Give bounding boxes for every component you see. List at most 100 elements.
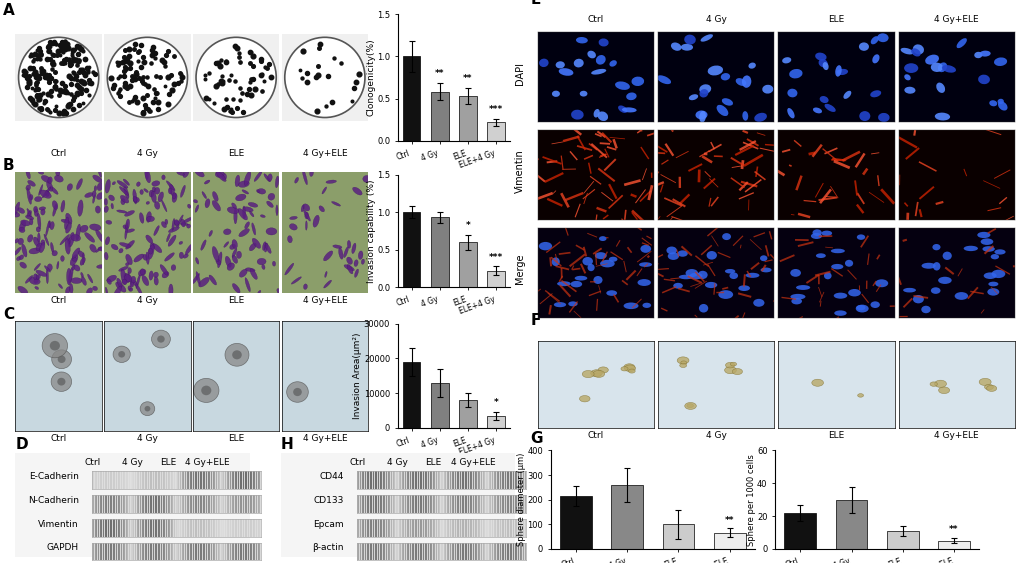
- Text: ELE: ELE: [228, 296, 244, 305]
- Ellipse shape: [570, 281, 582, 287]
- Bar: [487, 122, 504, 141]
- Point: [77, 69, 94, 78]
- Point: [48, 101, 64, 110]
- Text: 4 Gy: 4 Gy: [137, 296, 158, 305]
- Ellipse shape: [76, 178, 83, 190]
- Ellipse shape: [127, 272, 132, 286]
- Ellipse shape: [937, 62, 947, 72]
- Ellipse shape: [180, 223, 189, 225]
- Point: [39, 105, 55, 114]
- Y-axis label: Sphere diameter (μm): Sphere diameter (μm): [517, 453, 526, 546]
- Ellipse shape: [555, 61, 565, 69]
- Point: [65, 74, 82, 83]
- Point: [169, 79, 185, 88]
- Ellipse shape: [243, 207, 253, 212]
- Point: [138, 103, 154, 112]
- Ellipse shape: [787, 89, 797, 97]
- Text: ***: ***: [488, 253, 502, 262]
- Point: [243, 90, 259, 99]
- Ellipse shape: [83, 253, 85, 265]
- Point: [121, 81, 138, 90]
- Point: [66, 69, 83, 78]
- Ellipse shape: [90, 244, 96, 252]
- Point: [58, 88, 74, 97]
- Ellipse shape: [982, 272, 996, 279]
- Ellipse shape: [323, 280, 331, 288]
- Point: [206, 99, 222, 108]
- Point: [72, 45, 89, 54]
- Text: D: D: [15, 437, 28, 452]
- Ellipse shape: [313, 215, 319, 227]
- Ellipse shape: [174, 220, 179, 225]
- Point: [343, 97, 360, 106]
- Point: [148, 88, 164, 97]
- Ellipse shape: [29, 194, 33, 200]
- Point: [28, 73, 44, 82]
- Ellipse shape: [119, 243, 130, 247]
- Ellipse shape: [111, 244, 118, 250]
- Point: [124, 71, 141, 80]
- Ellipse shape: [186, 224, 191, 228]
- Ellipse shape: [592, 370, 604, 377]
- Ellipse shape: [201, 240, 206, 251]
- Ellipse shape: [117, 278, 122, 287]
- Point: [47, 105, 63, 114]
- Ellipse shape: [811, 379, 822, 386]
- Point: [144, 51, 160, 60]
- Point: [23, 95, 40, 104]
- Text: DAPI: DAPI: [515, 62, 525, 85]
- Ellipse shape: [818, 59, 826, 68]
- Ellipse shape: [551, 91, 559, 97]
- Ellipse shape: [579, 396, 589, 402]
- Ellipse shape: [50, 186, 58, 194]
- Point: [20, 79, 37, 88]
- Point: [43, 91, 59, 100]
- Point: [210, 79, 226, 88]
- Ellipse shape: [177, 215, 183, 225]
- Ellipse shape: [730, 362, 736, 366]
- Point: [55, 59, 71, 68]
- Point: [61, 54, 77, 63]
- Ellipse shape: [77, 251, 84, 257]
- Point: [119, 58, 136, 67]
- Ellipse shape: [61, 219, 69, 223]
- Ellipse shape: [988, 100, 997, 106]
- Point: [31, 95, 47, 104]
- Point: [30, 51, 46, 60]
- Ellipse shape: [679, 363, 686, 368]
- Ellipse shape: [689, 272, 702, 279]
- Point: [161, 90, 177, 99]
- Point: [127, 39, 144, 48]
- Point: [211, 62, 227, 71]
- Point: [232, 83, 249, 92]
- Point: [59, 40, 75, 49]
- Point: [115, 66, 131, 75]
- Ellipse shape: [93, 286, 98, 291]
- Point: [165, 79, 181, 88]
- Point: [117, 64, 133, 73]
- Ellipse shape: [151, 191, 156, 203]
- Point: [29, 78, 45, 87]
- Text: 4 Gy: 4 Gy: [387, 458, 408, 467]
- Ellipse shape: [704, 282, 716, 288]
- Ellipse shape: [266, 201, 273, 207]
- Ellipse shape: [941, 65, 955, 73]
- Ellipse shape: [790, 269, 800, 277]
- Ellipse shape: [64, 217, 68, 230]
- Text: Ctrl: Ctrl: [51, 434, 66, 443]
- Ellipse shape: [264, 243, 267, 252]
- Ellipse shape: [41, 209, 45, 215]
- Text: 4 Gy+ELE: 4 Gy+ELE: [933, 15, 978, 24]
- Ellipse shape: [234, 175, 239, 187]
- Ellipse shape: [232, 350, 242, 359]
- Point: [63, 51, 79, 60]
- Ellipse shape: [223, 229, 231, 235]
- Point: [56, 37, 72, 46]
- Y-axis label: Clonogenicity(%): Clonogenicity(%): [366, 39, 375, 116]
- Point: [51, 91, 67, 100]
- Ellipse shape: [642, 303, 650, 308]
- Ellipse shape: [686, 404, 693, 408]
- Point: [61, 71, 77, 80]
- Ellipse shape: [26, 189, 32, 204]
- Ellipse shape: [202, 191, 207, 199]
